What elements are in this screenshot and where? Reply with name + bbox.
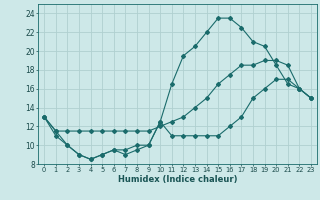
X-axis label: Humidex (Indice chaleur): Humidex (Indice chaleur) bbox=[118, 175, 237, 184]
